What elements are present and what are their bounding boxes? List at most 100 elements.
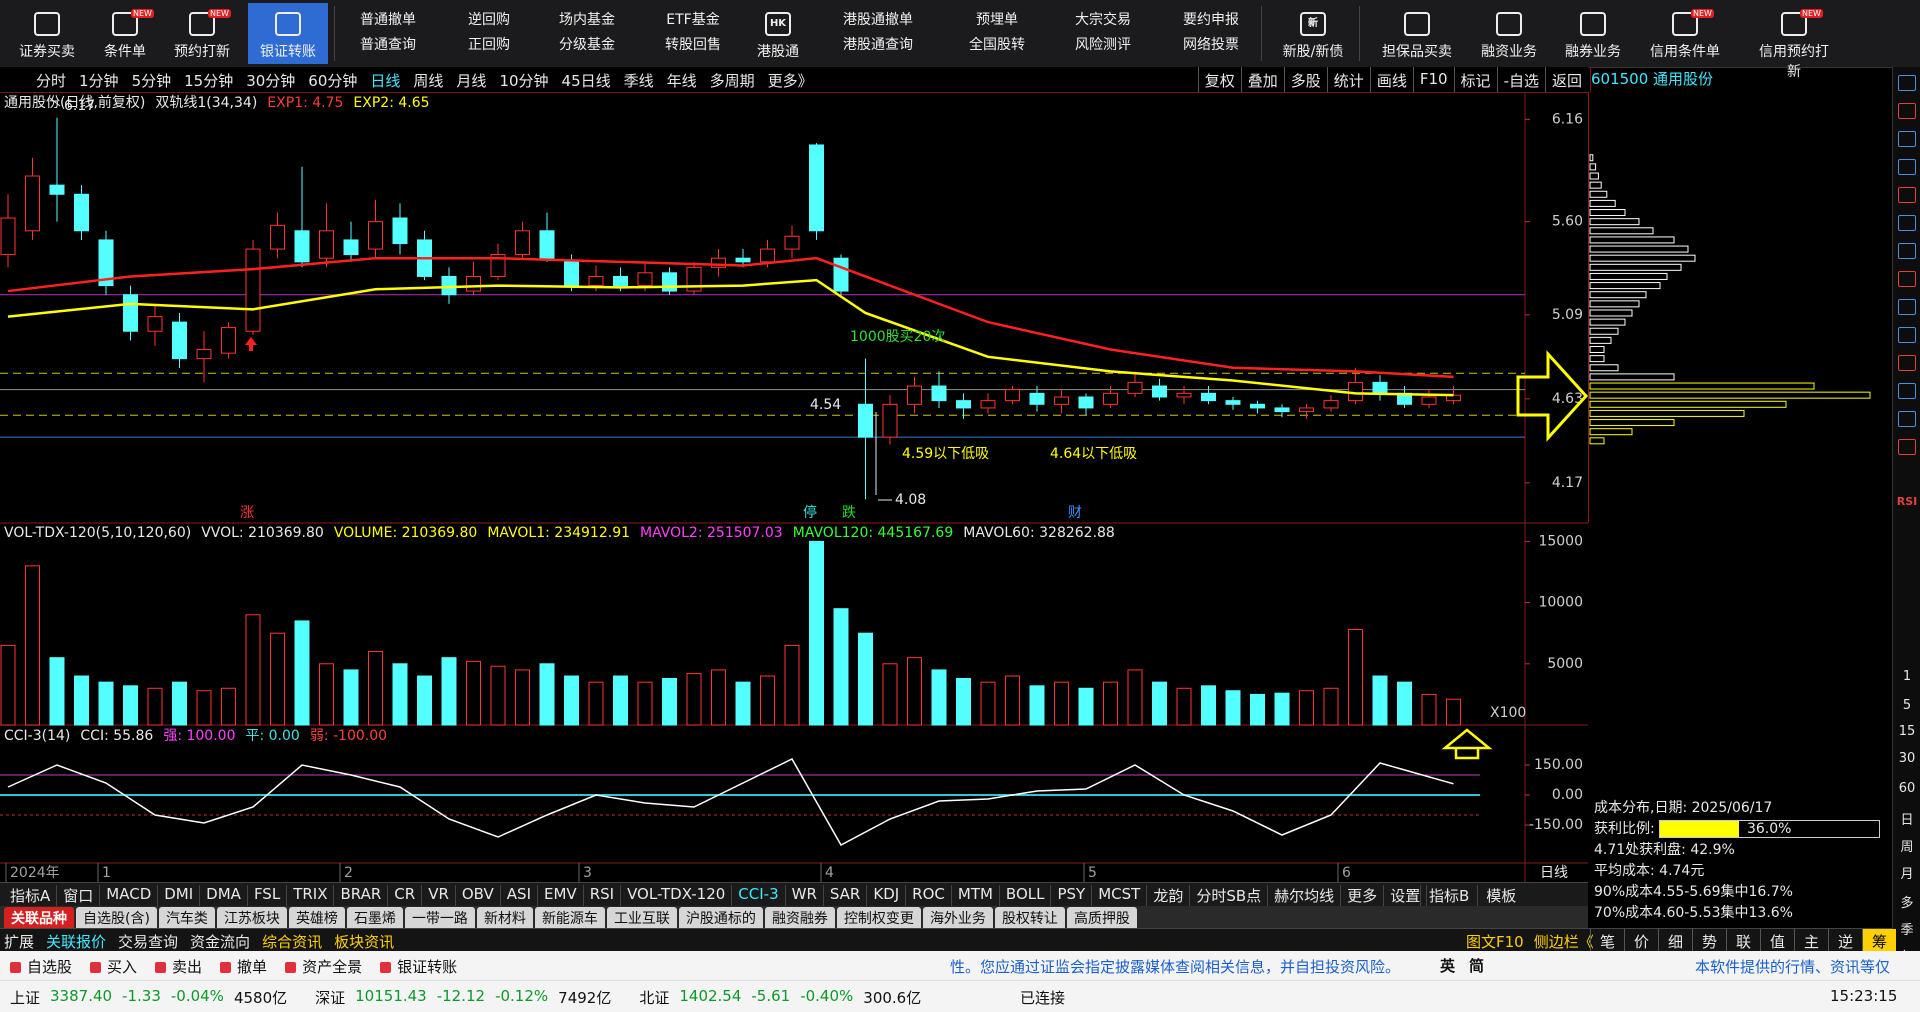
indicator-tab[interactable]: MACD: [100, 885, 159, 906]
toolbar-item[interactable]: HK 港股通: [738, 3, 818, 64]
chart-button[interactable]: 标记: [1453, 67, 1497, 92]
indicator-tab[interactable]: SAR: [824, 885, 868, 906]
chart-button[interactable]: 画线: [1369, 67, 1413, 92]
indicator-tab[interactable]: BRAR: [334, 885, 389, 906]
indicator-tab[interactable]: VOL-TDX-120: [621, 885, 733, 906]
toolbar-item[interactable]: 场内基金 分级基金: [547, 3, 627, 64]
period-tab[interactable]: 15分钟: [184, 72, 234, 90]
toolbar-item[interactable]: NEW 预约打新: [162, 3, 242, 64]
extend-tab[interactable]: 关联报价: [46, 933, 107, 951]
sector-tab[interactable]: 融资融券: [764, 907, 835, 929]
strip-label[interactable]: 季: [1900, 923, 1914, 938]
indicator-tab[interactable]: ASI: [501, 885, 538, 906]
indicator-tab[interactable]: 模板: [1477, 885, 1524, 906]
status-action[interactable]: 银证转账: [380, 956, 457, 977]
sector-tab[interactable]: 英雄榜: [288, 907, 345, 929]
sector-tab[interactable]: 控制权变更: [836, 907, 921, 929]
period-tab[interactable]: 日线: [370, 72, 401, 90]
period-tab[interactable]: 分时: [36, 72, 67, 90]
toolbar-item[interactable]: 融资业务: [1469, 3, 1549, 64]
ime-item[interactable]: 简: [1469, 957, 1485, 975]
side-tab[interactable]: 势: [1692, 929, 1726, 952]
indicator-tab[interactable]: KDJ: [867, 885, 907, 906]
extend-link[interactable]: 侧边栏《: [1533, 933, 1594, 951]
side-tab[interactable]: 价: [1624, 929, 1658, 952]
tool-icon[interactable]: [1898, 187, 1916, 203]
indicator-tab[interactable]: 分时SB点: [1190, 885, 1269, 906]
strip-label[interactable]: 1: [1902, 669, 1912, 684]
sector-tab[interactable]: 江苏板块: [216, 907, 287, 929]
toolbar-item[interactable]: 逆回购 正回购: [449, 3, 529, 64]
indicator-tab[interactable]: ROC: [906, 885, 952, 906]
ime-item[interactable]: 英: [1440, 957, 1456, 975]
strip-label[interactable]: 15: [1898, 724, 1916, 739]
period-tab[interactable]: 周线: [413, 72, 444, 90]
indicator-tab[interactable]: WR: [786, 885, 824, 906]
sector-tab[interactable]: 新材料: [476, 907, 533, 929]
strip-label[interactable]: 多: [1900, 896, 1914, 911]
sector-tab[interactable]: 新能源车: [534, 907, 605, 929]
tool-icon[interactable]: [1898, 327, 1916, 343]
indicator-tab[interactable]: VR: [422, 885, 456, 906]
chart-button[interactable]: 叠加: [1240, 67, 1284, 92]
toolbar-item[interactable]: 担保品买卖: [1377, 3, 1457, 64]
period-tab[interactable]: 月线: [456, 72, 487, 90]
tool-icon[interactable]: [1898, 383, 1916, 399]
strip-label[interactable]: 周: [1900, 840, 1914, 855]
indicator-tab[interactable]: RSI: [584, 885, 622, 906]
indicator-tab[interactable]: OBV: [456, 885, 501, 906]
period-tab[interactable]: 年线: [666, 72, 697, 90]
extend-link[interactable]: 图文F10: [1466, 933, 1524, 951]
indicator-tab[interactable]: CCI-3: [732, 885, 786, 906]
toolbar-item[interactable]: NEW 条件单: [85, 3, 165, 64]
side-tab[interactable]: 笔: [1590, 929, 1624, 952]
indicator-tab[interactable]: 指标A: [4, 885, 58, 906]
period-tab[interactable]: 45日线: [561, 72, 611, 90]
indicator-tab[interactable]: CR: [388, 885, 423, 906]
extend-tab[interactable]: 板块资讯: [334, 933, 395, 951]
indicator-tab[interactable]: EMV: [538, 885, 584, 906]
chart-button[interactable]: 统计: [1326, 67, 1370, 92]
sector-tab[interactable]: 高质押股: [1066, 907, 1137, 929]
toolbar-item[interactable]: 证券买卖: [7, 3, 87, 64]
side-tab[interactable]: 值: [1760, 929, 1794, 952]
chart-button[interactable]: -自选: [1496, 67, 1545, 92]
side-tab[interactable]: 筹: [1862, 929, 1896, 952]
strip-label[interactable]: 月: [1900, 867, 1914, 882]
tool-icon[interactable]: [1898, 271, 1916, 287]
extend-tab[interactable]: 综合资讯: [262, 933, 323, 951]
tool-icon[interactable]: [1898, 215, 1916, 231]
toolbar-item[interactable]: 预埋单 全国股转: [957, 3, 1037, 64]
period-tab[interactable]: 30分钟: [246, 72, 296, 90]
period-tab[interactable]: 1分钟: [79, 72, 119, 90]
indicator-tab[interactable]: MCST: [1092, 885, 1148, 906]
indicator-tab[interactable]: TRIX: [287, 885, 335, 906]
status-action[interactable]: 资产全景: [285, 956, 362, 977]
indicator-tab[interactable]: 更多: [1341, 885, 1385, 906]
toolbar-item[interactable]: 大宗交易 风险测评: [1063, 3, 1143, 64]
extend-tab[interactable]: 扩展: [4, 933, 35, 951]
tool-icon[interactable]: [1898, 355, 1916, 371]
tool-icon[interactable]: [1898, 439, 1916, 455]
status-action[interactable]: 自选股: [10, 956, 72, 977]
toolbar-item[interactable]: 普通撤单 普通查询: [348, 3, 428, 64]
period-tab[interactable]: 10分钟: [499, 72, 549, 90]
sector-tab[interactable]: 自选股(含): [76, 907, 157, 929]
tool-icon[interactable]: [1898, 75, 1916, 91]
indicator-tab[interactable]: FSL: [248, 885, 288, 906]
indicator-tab[interactable]: 赫尔均线: [1268, 885, 1342, 906]
period-tab[interactable]: 多周期: [709, 72, 755, 90]
indicator-tab[interactable]: 设置: [1384, 885, 1428, 906]
indicator-tab[interactable]: 指标B: [1420, 885, 1477, 906]
status-action[interactable]: 撤单: [220, 956, 267, 977]
period-tab[interactable]: 5分钟: [131, 72, 172, 90]
status-action[interactable]: 卖出: [155, 956, 202, 977]
indicator-tab[interactable]: BOLL: [1000, 885, 1052, 906]
side-tab[interactable]: 细: [1658, 929, 1692, 952]
sector-tab[interactable]: 海外业务: [922, 907, 993, 929]
toolbar-item[interactable]: NEW 信用预约打新: [1754, 3, 1834, 80]
period-tab[interactable]: 60分钟: [308, 72, 358, 90]
sector-tab[interactable]: 关联品种: [4, 907, 74, 929]
sector-tab[interactable]: 石墨烯: [346, 907, 403, 929]
strip-label[interactable]: 30: [1898, 751, 1916, 766]
